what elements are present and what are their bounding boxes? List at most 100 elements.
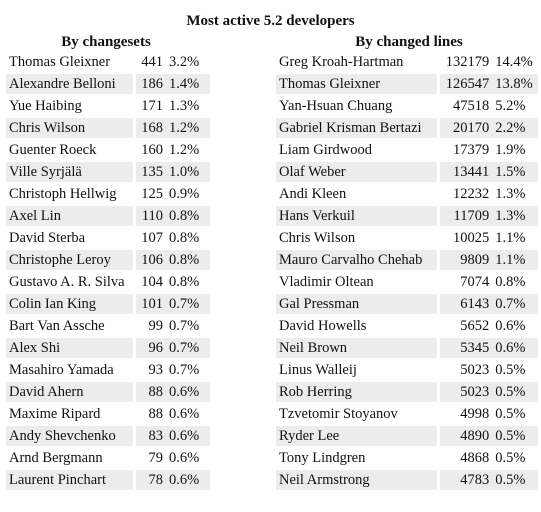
changesets-row: Laurent Pinchart 78 0.6% [6,470,210,490]
percent-value: 0.7% [166,294,210,314]
percent-value: 0.5% [492,470,538,490]
changesets-row: Alexandre Belloni 186 1.4% [6,74,210,94]
percent-value: 1.1% [495,230,526,246]
changesets-row: Yue Haibing 171 1.3% [6,96,210,116]
percent-value: 0.6% [166,426,210,446]
changed-lines-row: Gal Pressman 6143 0.7% [276,294,538,314]
changed-lines-row: Linus Walleij 5023 0.5% [276,360,538,380]
count-value: 6143 [440,294,493,314]
percent-value: 14.4% [495,54,533,70]
percent-value: 1.2% [169,142,200,158]
percent-value: 0.5% [492,382,538,402]
changed-lines-row: Yan-Hsuan Chuang 47518 5.2% [276,96,538,116]
percent-value: 0.6% [166,382,210,402]
count-value: 168 [136,118,166,138]
count-value: 47518 [452,98,490,114]
developer-name: Colin Ian King [6,294,133,314]
changesets-heading: By changesets [61,34,151,50]
percent-value: 0.6% [495,318,526,334]
changed-lines-row: David Howells 5652 0.6% [276,316,538,336]
changesets-row: Christoph Hellwig 125 0.9% [6,184,210,204]
count-value: 135 [136,162,166,182]
changed-lines-row: Neil Armstrong 4783 0.5% [276,470,538,490]
cell-gap [437,162,441,182]
changesets-row: David Ahern 88 0.6% [6,382,210,402]
cell-gap [133,382,136,402]
changesets-row: Ville Syrjälä 135 1.0% [6,162,210,182]
cell-gap [437,118,441,138]
cell-gap [437,426,441,446]
changed-lines-row: Greg Kroah-Hartman 132179 14.4% [276,52,538,72]
count-value: 132179 [445,54,490,70]
developer-name: David Howells [279,318,367,334]
developer-name: Neil Brown [276,338,438,358]
count-value: 5345 [440,338,493,358]
percent-value: 0.8% [166,250,210,270]
changesets-row: Thomas Gleixner 441 3.2% [6,52,210,72]
cell-gap [133,426,136,446]
developer-name: Alex Shi [6,338,133,358]
percent-value: 1.5% [492,162,538,182]
developer-name: Guenter Roeck [9,142,97,158]
percent-value: 0.7% [169,318,200,334]
count-value: 104 [141,274,163,290]
count-value: 4868 [460,450,490,466]
percent-value: 0.5% [495,406,526,422]
developer-name: Neil Armstrong [276,470,438,490]
percent-value: 0.8% [169,274,200,290]
percent-value: 1.4% [166,74,210,94]
changesets-row: Bart Van Assche 99 0.7% [6,316,210,336]
developer-name: Ryder Lee [276,426,438,446]
developer-name: Gabriel Krisman Bertazi [276,118,438,138]
count-value: 126547 [440,74,493,94]
count-value: 17379 [452,142,490,158]
developer-name: David Sterba [9,230,86,246]
count-value: 4890 [440,426,493,446]
changesets-row: Alex Shi 96 0.7% [6,338,210,358]
cell-gap [133,74,136,94]
changesets-row: David Sterba 107 0.8% [6,228,210,248]
developer-name: Olaf Weber [276,162,438,182]
percent-value: 1.0% [166,162,210,182]
count-value: 96 [136,338,166,358]
changesets-row: Maxime Ripard 88 0.6% [6,404,210,424]
changed-lines-row: Tony Lindgren 4868 0.5% [276,448,538,468]
developer-name: Christophe Leroy [6,250,133,270]
changed-lines-heading: By changed lines [355,34,463,50]
cell-gap [133,294,136,314]
developer-name: Axel Lin [6,206,133,226]
developer-name: Yue Haibing [9,98,82,114]
changesets-row: Masahiro Yamada 93 0.7% [6,360,210,380]
developer-name: Tony Lindgren [279,450,366,466]
developer-name: Tzvetomir Stoyanov [279,406,398,422]
percent-value: 0.6% [166,470,210,490]
cell-gap [133,118,136,138]
cell-gap [437,294,441,314]
changesets-row: Chris Wilson 168 1.2% [6,118,210,138]
changesets-row: Andy Shevchenko 83 0.6% [6,426,210,446]
changesets-row: Christophe Leroy 106 0.8% [6,250,210,270]
developer-name: Thomas Gleixner [9,54,111,70]
percent-value: 3.2% [169,54,200,70]
changesets-row: Guenter Roeck 160 1.2% [6,140,210,160]
count-value: 441 [141,54,163,70]
count-value: 5652 [460,318,490,334]
count-value: 79 [148,450,164,466]
cell-gap [437,470,441,490]
percent-value: 0.5% [492,426,538,446]
developer-name: Bart Van Assche [9,318,105,334]
developer-name: Gal Pressman [276,294,438,314]
percent-value: 1.3% [495,186,526,202]
count-value: 11709 [440,206,493,226]
percent-value: 0.5% [495,450,526,466]
changed-lines-row: Vladimir Oltean 7074 0.8% [276,272,538,292]
count-value: 4998 [460,406,490,422]
developer-name: Ville Syrjälä [6,162,133,182]
count-value: 9809 [440,250,493,270]
changed-lines-row: Ryder Lee 4890 0.5% [276,426,538,446]
cell-gap [133,338,136,358]
count-value: 88 [136,382,166,402]
changed-lines-row: Liam Girdwood 17379 1.9% [276,140,538,160]
changesets-table: Thomas Gleixner 441 3.2% Alexandre Belloni 1… [6,50,210,492]
count-value: 186 [136,74,166,94]
